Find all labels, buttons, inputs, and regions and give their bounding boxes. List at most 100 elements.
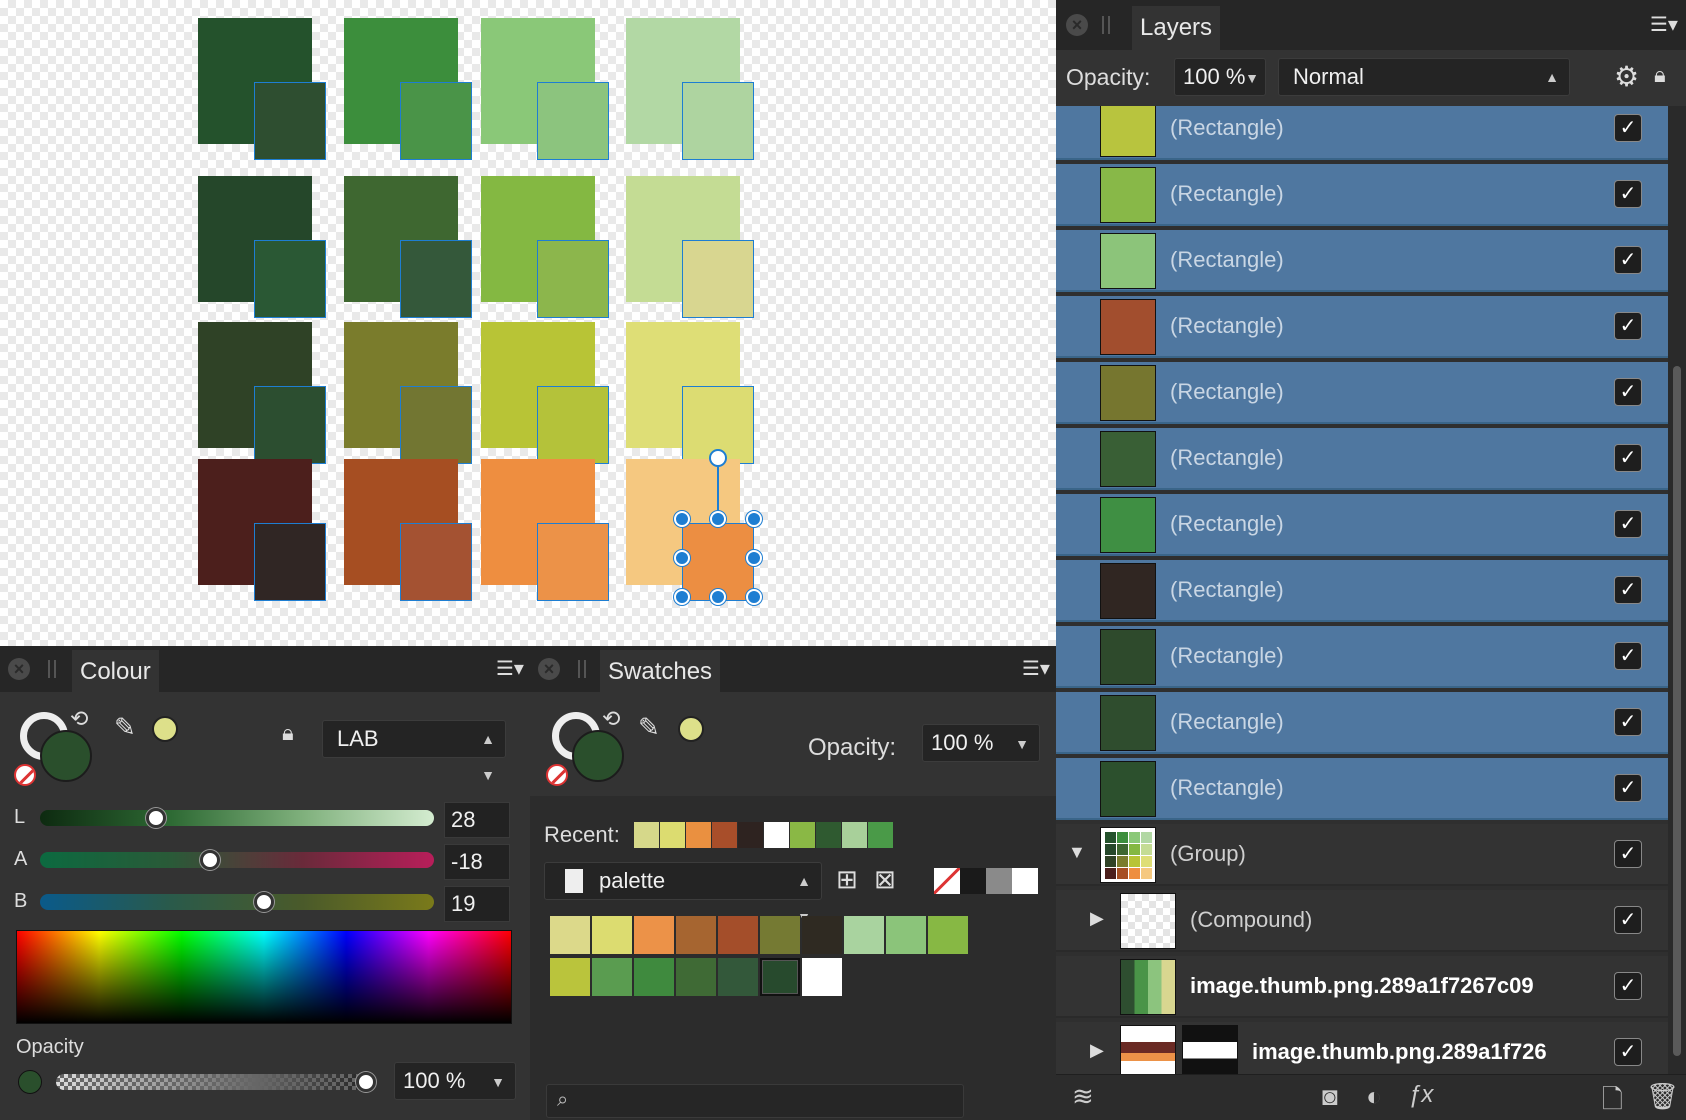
search-input[interactable] (581, 1087, 951, 1115)
selection-handle[interactable] (746, 589, 762, 605)
l-slider-knob[interactable] (146, 808, 166, 828)
canvas-rect-front[interactable] (254, 523, 326, 601)
palette-swatch[interactable] (676, 916, 716, 954)
layer-row[interactable]: (Rectangle) ✓ (1056, 692, 1686, 754)
visibility-checkbox[interactable]: ✓ (1614, 642, 1642, 670)
recent-swatch[interactable] (634, 822, 659, 848)
canvas-rect-front[interactable] (537, 82, 609, 160)
tab-swatches[interactable]: Swatches (600, 650, 721, 692)
layer-row[interactable]: (Rectangle) ✓ (1056, 560, 1686, 622)
visibility-checkbox[interactable]: ✓ (1614, 510, 1642, 538)
recent-swatch[interactable] (868, 822, 893, 848)
colour-model-select[interactable]: LAB ▲ ▼ (322, 720, 506, 783)
palette-swatch[interactable] (760, 958, 800, 996)
palette-swatch[interactable] (844, 916, 884, 954)
palette-swatch[interactable] (592, 958, 632, 996)
mask-layer-icon[interactable]: ◙ (1322, 1081, 1338, 1111)
layer-row[interactable]: (Rectangle) ✓ (1056, 428, 1686, 490)
recent-swatch[interactable] (738, 822, 763, 848)
visibility-checkbox[interactable]: ✓ (1614, 378, 1642, 406)
visibility-checkbox[interactable]: ✓ (1614, 972, 1642, 1000)
swap-icon[interactable]: ⟲ (602, 706, 621, 731)
layer-row[interactable]: (Rectangle) ✓ (1056, 106, 1686, 160)
palette-swatch[interactable] (928, 916, 968, 954)
layer-row[interactable]: (Rectangle) ✓ (1056, 626, 1686, 688)
recent-swatch[interactable] (764, 822, 789, 848)
visibility-checkbox[interactable]: ✓ (1614, 312, 1642, 340)
colour-spectrum[interactable] (16, 930, 512, 1024)
white-swatch[interactable] (1012, 868, 1038, 894)
recent-swatch[interactable] (816, 822, 841, 848)
opacity-select[interactable]: 100 % ▼ (394, 1062, 516, 1100)
palette-swatch[interactable] (802, 916, 842, 954)
no-colour-icon[interactable] (14, 764, 36, 786)
lock-icon[interactable]: 🔒︎ (1654, 62, 1666, 87)
canvas-rect-front[interactable] (254, 386, 326, 464)
layer-row[interactable]: (Rectangle) ✓ (1056, 164, 1686, 226)
layer-row[interactable]: (Rectangle) ✓ (1056, 494, 1686, 556)
selection-handle[interactable] (710, 511, 726, 527)
selection-handle[interactable] (746, 550, 762, 566)
a-slider-track[interactable] (40, 852, 434, 868)
canvas-rect-front[interactable] (537, 386, 609, 464)
visibility-checkbox[interactable]: ✓ (1614, 1038, 1642, 1066)
opacity-slider-track[interactable] (56, 1074, 372, 1090)
recent-swatch[interactable] (686, 822, 711, 848)
l-value-field[interactable]: 28 (444, 802, 510, 838)
b-value-field[interactable]: 19 (444, 886, 510, 922)
canvas-rect-front[interactable] (537, 523, 609, 601)
b-slider-track[interactable] (40, 894, 434, 910)
no-colour-icon[interactable] (546, 764, 568, 786)
grey-swatch[interactable] (986, 868, 1012, 894)
eyedropper-icon[interactable]: ✎ (114, 712, 136, 742)
layer-row-image-masked[interactable]: ▶ image.thumb.png.289a1f726 ✓ (1056, 1022, 1686, 1074)
expand-triangle-icon[interactable]: ▶ (1090, 908, 1104, 928)
canvas-rect-front[interactable] (254, 82, 326, 160)
document-canvas[interactable] (0, 0, 1056, 646)
visibility-checkbox[interactable]: ✓ (1614, 708, 1642, 736)
layer-row-image[interactable]: image.thumb.png.289a1f7267c09 ✓ (1056, 956, 1686, 1018)
grip-icon[interactable] (1102, 16, 1110, 34)
gear-icon[interactable]: ⚙ (1614, 61, 1640, 92)
fill-colour-icon[interactable] (572, 730, 624, 782)
tab-colour[interactable]: Colour (72, 650, 159, 692)
canvas-rect-front[interactable] (682, 82, 754, 160)
palette-swatch[interactable] (718, 958, 758, 996)
palette-swatch[interactable] (592, 916, 632, 954)
panel-menu-icon[interactable]: ☰▾ (1022, 658, 1050, 680)
eyedropper-icon[interactable]: ✎ (638, 712, 660, 742)
layer-row[interactable]: (Rectangle) ✓ (1056, 758, 1686, 820)
visibility-checkbox[interactable]: ✓ (1614, 114, 1642, 142)
visibility-checkbox[interactable]: ✓ (1614, 906, 1642, 934)
palette-swatch[interactable] (886, 916, 926, 954)
canvas-rect-front[interactable] (400, 240, 472, 318)
fill-colour-icon[interactable] (40, 730, 92, 782)
picked-colour-icon[interactable] (152, 716, 178, 742)
b-slider-knob[interactable] (254, 892, 274, 912)
close-icon[interactable]: × (538, 658, 560, 680)
layer-opacity-select[interactable]: 100 % ▼ (1174, 58, 1266, 96)
visibility-checkbox[interactable]: ✓ (1614, 246, 1642, 274)
selected-rect[interactable] (682, 523, 754, 601)
visibility-checkbox[interactable]: ✓ (1614, 180, 1642, 208)
a-value-field[interactable]: -18 (444, 844, 510, 880)
palette-swatch[interactable] (802, 958, 842, 996)
palette-swatch[interactable] (676, 958, 716, 996)
grip-icon[interactable] (48, 660, 56, 678)
swap-icon[interactable]: ⟲ (70, 706, 89, 731)
close-icon[interactable]: × (1066, 14, 1088, 36)
new-layer-icon[interactable]: 🗋︎ (1602, 1084, 1623, 1114)
selection-handle[interactable] (674, 589, 690, 605)
layer-row[interactable]: (Rectangle) ✓ (1056, 296, 1686, 358)
palette-swatch[interactable] (550, 958, 590, 996)
panel-menu-icon[interactable]: ☰▾ (496, 658, 524, 680)
opacity-select[interactable]: 100 % ▼ (922, 724, 1040, 762)
swatch-search-field[interactable]: ⌕ (546, 1084, 964, 1118)
palette-swatch[interactable] (550, 916, 590, 954)
tab-layers[interactable]: Layers (1132, 6, 1221, 50)
visibility-checkbox[interactable]: ✓ (1614, 774, 1642, 802)
remove-swatch-icon[interactable]: ⊠ (874, 864, 896, 894)
blend-mode-select[interactable]: Normal ▲▼ (1278, 58, 1570, 121)
palette-select[interactable]: palette ▲▼ (544, 862, 822, 925)
layer-row-group[interactable]: ▼ (Group) ✓ (1056, 824, 1686, 886)
